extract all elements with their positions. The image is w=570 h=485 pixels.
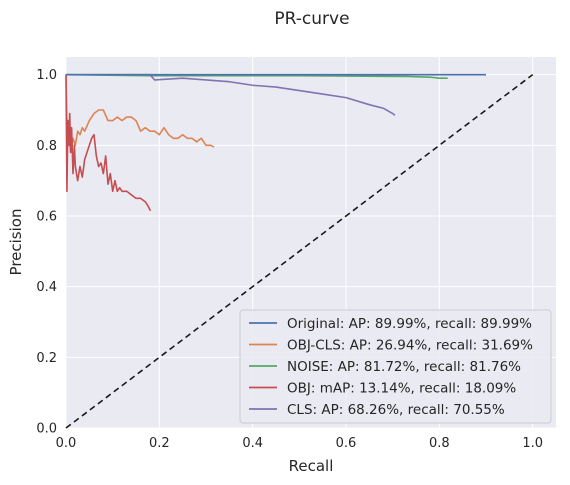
x-axis-label: Recall — [289, 457, 334, 475]
series-line-4 — [66, 73, 396, 116]
legend-entry: OBJ-CLS: AP: 26.94%, recall: 31.69% — [287, 338, 533, 354]
x-tick-label: 0.6 — [336, 436, 357, 451]
y-tick-label: 0.2 — [36, 351, 57, 366]
x-tick-label: 0.8 — [429, 436, 450, 451]
x-tick-label: 0.4 — [242, 436, 263, 451]
x-tick-labels: 0.0 0.2 0.4 0.6 0.8 1.0 — [56, 436, 543, 451]
legend-entry: OBJ: mAP: 13.14%, recall: 18.09% — [287, 381, 516, 397]
y-tick-labels: 0.0 0.2 0.4 0.6 0.8 1.0 — [36, 68, 57, 436]
series-line-3 — [65, 74, 152, 212]
y-tick-label: 0.4 — [36, 280, 57, 295]
series-line-1 — [65, 74, 215, 154]
legend: Original: AP: 89.99%, recall: 89.99% OBJ-… — [239, 309, 552, 424]
y-tick-label: 0.0 — [36, 422, 57, 437]
x-tick-label: 0.0 — [56, 436, 77, 451]
y-axis-label: Precision — [7, 209, 25, 276]
x-tick-label: 1.0 — [522, 436, 543, 451]
legend-entry: NOISE: AP: 81.72%, recall: 81.76% — [287, 359, 521, 375]
grid-lines — [65, 57, 556, 429]
legend-entry: CLS: AP: 68.26%, recall: 70.55% — [287, 402, 505, 418]
y-tick-label: 1.0 — [36, 68, 57, 83]
chart-title: PR-curve — [274, 9, 349, 29]
legend-entry: Original: AP: 89.99%, recall: 89.99% — [287, 316, 532, 332]
series-layer — [65, 73, 534, 429]
y-tick-label: 0.6 — [36, 210, 57, 225]
y-tick-label: 0.8 — [36, 139, 57, 154]
x-tick-label: 0.2 — [149, 436, 170, 451]
legend-box — [239, 309, 552, 424]
random-baseline-line — [65, 74, 534, 429]
